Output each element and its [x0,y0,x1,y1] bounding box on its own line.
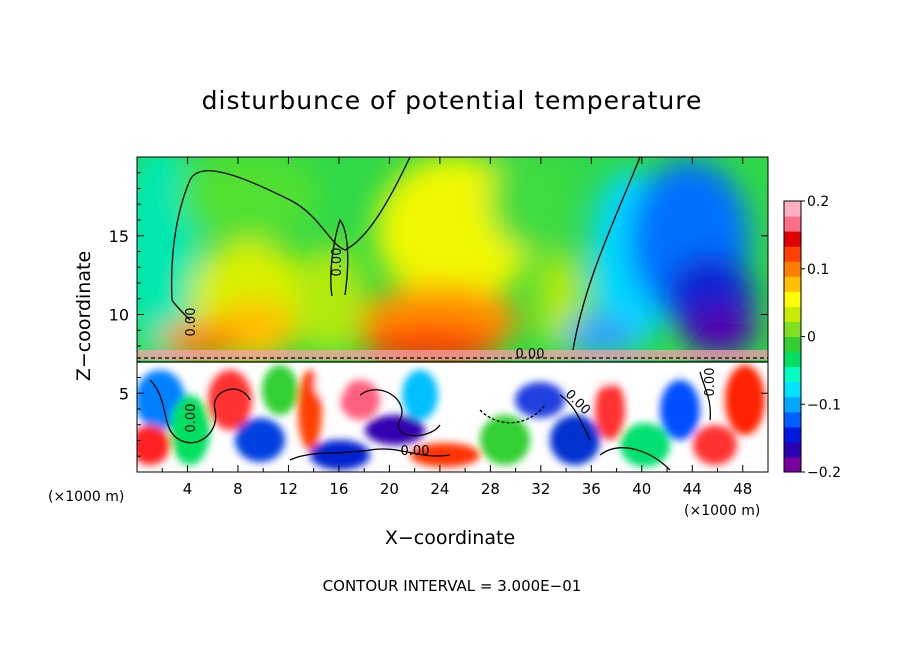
x-tick-label: 8 [233,480,243,498]
colorbar-swatch [784,441,801,458]
colorbar-swatch [784,216,801,232]
contour-label: 0.00 [184,308,199,337]
contour-labels: 0.000.000.000.000.000.000.00 [184,248,718,459]
colorbar-swatch [784,261,801,277]
y-tick-label: 15 [109,227,129,246]
x-tick-label: 20 [380,480,399,498]
colorbar-swatch [784,336,801,353]
colorbar-tick-label: −0.2 [807,465,841,481]
x-tick-label: 28 [481,480,500,498]
x-tick-label: 36 [582,480,601,498]
x-tick-label: 16 [329,480,348,498]
colorbar-tick-label: 0.2 [807,194,829,210]
contour-label: 0.00 [703,368,718,397]
x-axis-label: X−coordinate [384,527,516,549]
contour-label: 0.00 [401,444,430,459]
contour-lines [137,157,768,471]
x-axis: 4 8 12 16 20 24 28 32 36 40 44 48 [161,157,752,498]
x-tick-label: 40 [632,480,651,498]
x-tick-label: 44 [683,480,702,498]
colorbar-swatch [784,291,801,307]
colorbar-tick-label: 0 [807,330,816,346]
colorbar-swatch [784,321,801,337]
x-tick-label: 24 [430,480,449,498]
colorbar-swatch [784,306,801,322]
colorbar-tick-label: 0.1 [807,262,829,278]
contour-label: 0.00 [516,347,545,362]
contour-label: 0.00 [184,404,199,433]
x-tick-label: 4 [183,480,193,498]
colorbar-swatch [784,396,801,413]
colorbar-tick-label: −0.1 [807,397,841,413]
colorbar-swatch [784,411,801,428]
y-tick-label: 5 [119,384,129,403]
colorbar-swatch [784,231,801,247]
colorbar-swatch [784,456,801,473]
colorbar: 0.2 0.1 0 −0.1 −0.2 [783,194,841,481]
y-tick-label: 10 [109,306,129,325]
contour-interval-note: CONTOUR INTERVAL = 3.000E−01 [322,577,582,595]
temperature-field [137,157,768,472]
colorbar-swatch [784,351,801,368]
contour-label: 0.00 [330,248,345,277]
x-unit-label-left: (×1000 m) [48,489,125,505]
colorbar-swatch [784,426,801,443]
x-tick-label: 32 [531,480,550,498]
x-tick-label: 12 [279,480,298,498]
colorbar-swatch [784,246,801,262]
colorbar-swatch [784,276,801,292]
colorbar-swatch [784,381,801,398]
x-tick-label: 48 [733,480,752,498]
chart-title: disturbunce of potential temperature [201,86,703,115]
colorbar-swatch [784,201,801,217]
y-axis-label: Z−coordinate [73,250,95,382]
colorbar-swatch [784,366,801,383]
y-axis: 5 10 15 [109,172,768,457]
x-unit-label-right: (×1000 m) [684,503,761,519]
